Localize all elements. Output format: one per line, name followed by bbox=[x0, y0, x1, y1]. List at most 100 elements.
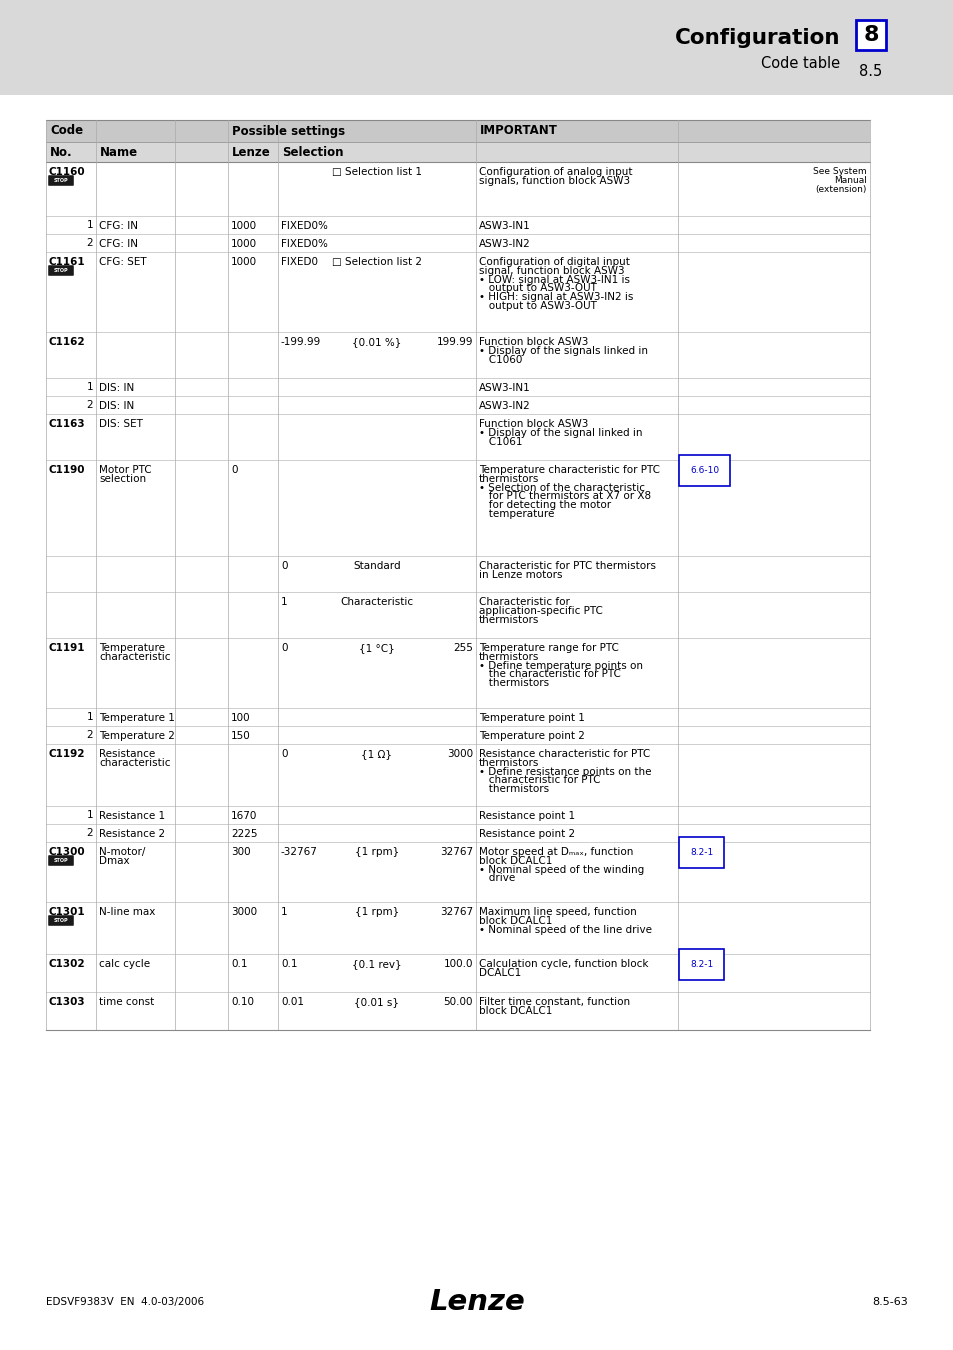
Text: Characteristic for PTC thermistors: Characteristic for PTC thermistors bbox=[478, 562, 656, 571]
Text: thermistors: thermistors bbox=[478, 757, 538, 768]
Text: characteristic: characteristic bbox=[99, 652, 171, 662]
Bar bbox=[46, 234, 869, 252]
Text: STOP: STOP bbox=[53, 178, 69, 184]
Text: • Define resistance points on the: • Define resistance points on the bbox=[478, 767, 651, 776]
Bar bbox=[46, 824, 869, 842]
Text: 8.5-63: 8.5-63 bbox=[871, 1297, 907, 1307]
Text: {0.01 s}: {0.01 s} bbox=[355, 998, 399, 1007]
Text: 32767: 32767 bbox=[439, 907, 473, 917]
Bar bbox=[46, 216, 869, 234]
Text: 0: 0 bbox=[281, 643, 287, 653]
Text: 8.2-1: 8.2-1 bbox=[689, 960, 713, 969]
Text: 2225: 2225 bbox=[231, 829, 257, 838]
Text: • Selection of the characteristic: • Selection of the characteristic bbox=[478, 482, 644, 493]
Text: C1303: C1303 bbox=[49, 998, 86, 1007]
Text: • HIGH: signal at ASW3-IN2 is: • HIGH: signal at ASW3-IN2 is bbox=[478, 292, 633, 302]
Text: 2: 2 bbox=[87, 400, 92, 410]
Text: output to ASW3-OUT: output to ASW3-OUT bbox=[478, 284, 597, 293]
Text: FIXED0%: FIXED0% bbox=[281, 239, 328, 248]
Text: Resistance point 1: Resistance point 1 bbox=[478, 811, 575, 821]
Text: 0: 0 bbox=[281, 562, 287, 571]
Text: 150: 150 bbox=[231, 730, 251, 741]
Text: {0.1 rev}: {0.1 rev} bbox=[352, 958, 401, 969]
Text: Possible settings: Possible settings bbox=[232, 124, 345, 138]
Text: 1670: 1670 bbox=[231, 811, 257, 821]
Text: temperature: temperature bbox=[478, 509, 554, 518]
Text: 2: 2 bbox=[87, 730, 92, 740]
Text: thermistors: thermistors bbox=[478, 784, 549, 794]
Text: N-line max: N-line max bbox=[99, 907, 155, 917]
Text: in Lenze motors: in Lenze motors bbox=[478, 570, 562, 579]
Text: 300: 300 bbox=[231, 846, 251, 857]
Text: 100.0: 100.0 bbox=[443, 958, 473, 969]
Text: FIXED0: FIXED0 bbox=[281, 256, 317, 267]
Text: □ Selection list 1: □ Selection list 1 bbox=[332, 167, 421, 177]
Text: 199.99: 199.99 bbox=[436, 338, 473, 347]
Bar bbox=[46, 460, 869, 556]
Text: block DCALC1: block DCALC1 bbox=[478, 1006, 552, 1015]
Text: 0.1: 0.1 bbox=[231, 958, 247, 969]
Text: (extension): (extension) bbox=[815, 185, 866, 193]
Bar bbox=[46, 902, 869, 954]
Text: 3000: 3000 bbox=[231, 907, 257, 917]
Text: thermistors: thermistors bbox=[478, 614, 538, 625]
Text: thermistors: thermistors bbox=[478, 678, 549, 688]
Text: drive: drive bbox=[478, 873, 515, 883]
Text: Temperature: Temperature bbox=[99, 643, 165, 653]
Bar bbox=[46, 252, 869, 332]
Text: Characteristic: Characteristic bbox=[340, 597, 414, 608]
Text: C1190: C1190 bbox=[49, 464, 86, 475]
Text: Filter time constant, function: Filter time constant, function bbox=[478, 998, 630, 1007]
Text: C1300: C1300 bbox=[49, 846, 86, 857]
Text: • Define temperature points on: • Define temperature points on bbox=[478, 660, 642, 671]
Text: 1000: 1000 bbox=[231, 239, 257, 248]
Text: • Nominal speed of the line drive: • Nominal speed of the line drive bbox=[478, 925, 651, 934]
Text: {1 Ω}: {1 Ω} bbox=[361, 749, 392, 759]
Text: block DCALC1: block DCALC1 bbox=[478, 856, 552, 865]
Text: {1 rpm}: {1 rpm} bbox=[355, 846, 398, 857]
Text: 0.10: 0.10 bbox=[231, 998, 253, 1007]
Bar bbox=[679, 466, 686, 472]
Text: C1192: C1192 bbox=[49, 749, 86, 759]
Bar bbox=[0, 0, 953, 95]
Text: Configuration of analog input: Configuration of analog input bbox=[478, 167, 632, 177]
Text: Name: Name bbox=[100, 146, 138, 158]
Text: {1 rpm}: {1 rpm} bbox=[355, 907, 398, 917]
Text: Standard: Standard bbox=[353, 562, 400, 571]
Text: CFG: IN: CFG: IN bbox=[99, 221, 138, 231]
Text: CFG: SET: CFG: SET bbox=[99, 256, 147, 267]
Text: IMPORTANT: IMPORTANT bbox=[479, 124, 558, 138]
Text: C1302: C1302 bbox=[49, 958, 86, 969]
Text: block DCALC1: block DCALC1 bbox=[478, 915, 552, 926]
Text: Maximum line speed, function: Maximum line speed, function bbox=[478, 907, 636, 917]
Text: C1061: C1061 bbox=[478, 436, 522, 447]
Bar bbox=[679, 960, 686, 967]
Text: C1060: C1060 bbox=[478, 355, 522, 364]
Text: 1: 1 bbox=[87, 711, 92, 722]
Bar bbox=[46, 954, 869, 992]
Text: 1: 1 bbox=[87, 810, 92, 819]
Text: output to ASW3-OUT: output to ASW3-OUT bbox=[478, 301, 597, 310]
Bar bbox=[46, 120, 869, 142]
Text: C1161: C1161 bbox=[49, 256, 86, 267]
Text: • Display of the signal linked in: • Display of the signal linked in bbox=[478, 428, 641, 437]
Bar bbox=[46, 806, 869, 824]
Text: ASW3-IN2: ASW3-IN2 bbox=[478, 401, 530, 410]
Text: thermistors: thermistors bbox=[478, 474, 538, 483]
Text: ASW3-IN1: ASW3-IN1 bbox=[478, 383, 530, 393]
Text: STOP: STOP bbox=[53, 859, 69, 863]
Text: Characteristic for: Characteristic for bbox=[478, 597, 569, 608]
Bar bbox=[679, 848, 686, 855]
Text: time const: time const bbox=[99, 998, 154, 1007]
Text: N-motor/: N-motor/ bbox=[99, 846, 145, 857]
Text: 2: 2 bbox=[87, 828, 92, 838]
Text: Function block ASW3: Function block ASW3 bbox=[478, 418, 588, 429]
Text: ASW3-IN1: ASW3-IN1 bbox=[478, 221, 530, 231]
Text: C1191: C1191 bbox=[49, 643, 86, 653]
Text: C1160: C1160 bbox=[49, 167, 86, 177]
Bar bbox=[46, 162, 869, 216]
Text: Code: Code bbox=[50, 124, 83, 138]
Text: signals, function block ASW3: signals, function block ASW3 bbox=[478, 176, 630, 186]
Text: Motor speed at Dₘₐₓ, function: Motor speed at Dₘₐₓ, function bbox=[478, 846, 633, 857]
Text: Manual: Manual bbox=[833, 176, 866, 185]
